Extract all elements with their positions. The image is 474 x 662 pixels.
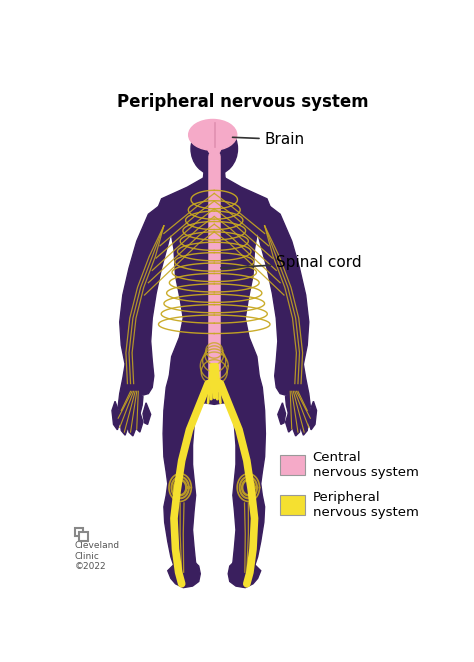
Polygon shape [224, 376, 265, 581]
Text: Peripheral nervous system: Peripheral nervous system [117, 93, 369, 111]
Text: Cleveland
Clinic
©2022: Cleveland Clinic ©2022 [75, 542, 120, 571]
Polygon shape [168, 558, 201, 588]
Polygon shape [300, 406, 309, 435]
FancyBboxPatch shape [280, 455, 305, 475]
Text: Brain: Brain [233, 132, 305, 147]
Polygon shape [120, 406, 129, 435]
Text: Peripheral
nervous system: Peripheral nervous system [313, 491, 419, 519]
Text: Spinal cord: Spinal cord [221, 255, 362, 270]
Text: Central
nervous system: Central nervous system [313, 451, 419, 479]
Polygon shape [163, 376, 205, 581]
Ellipse shape [191, 122, 237, 175]
Polygon shape [143, 403, 151, 424]
Polygon shape [203, 162, 225, 178]
Polygon shape [135, 407, 143, 432]
Polygon shape [257, 207, 309, 395]
Polygon shape [285, 407, 293, 432]
Polygon shape [120, 207, 172, 395]
FancyBboxPatch shape [280, 495, 305, 515]
Polygon shape [228, 558, 261, 588]
FancyBboxPatch shape [80, 532, 88, 541]
Polygon shape [292, 409, 301, 436]
Polygon shape [112, 401, 121, 430]
Polygon shape [278, 403, 285, 424]
Polygon shape [285, 364, 310, 424]
Polygon shape [128, 409, 137, 436]
Ellipse shape [208, 145, 220, 154]
Polygon shape [307, 401, 317, 430]
Polygon shape [118, 364, 143, 424]
Ellipse shape [189, 119, 237, 150]
Polygon shape [158, 178, 270, 404]
